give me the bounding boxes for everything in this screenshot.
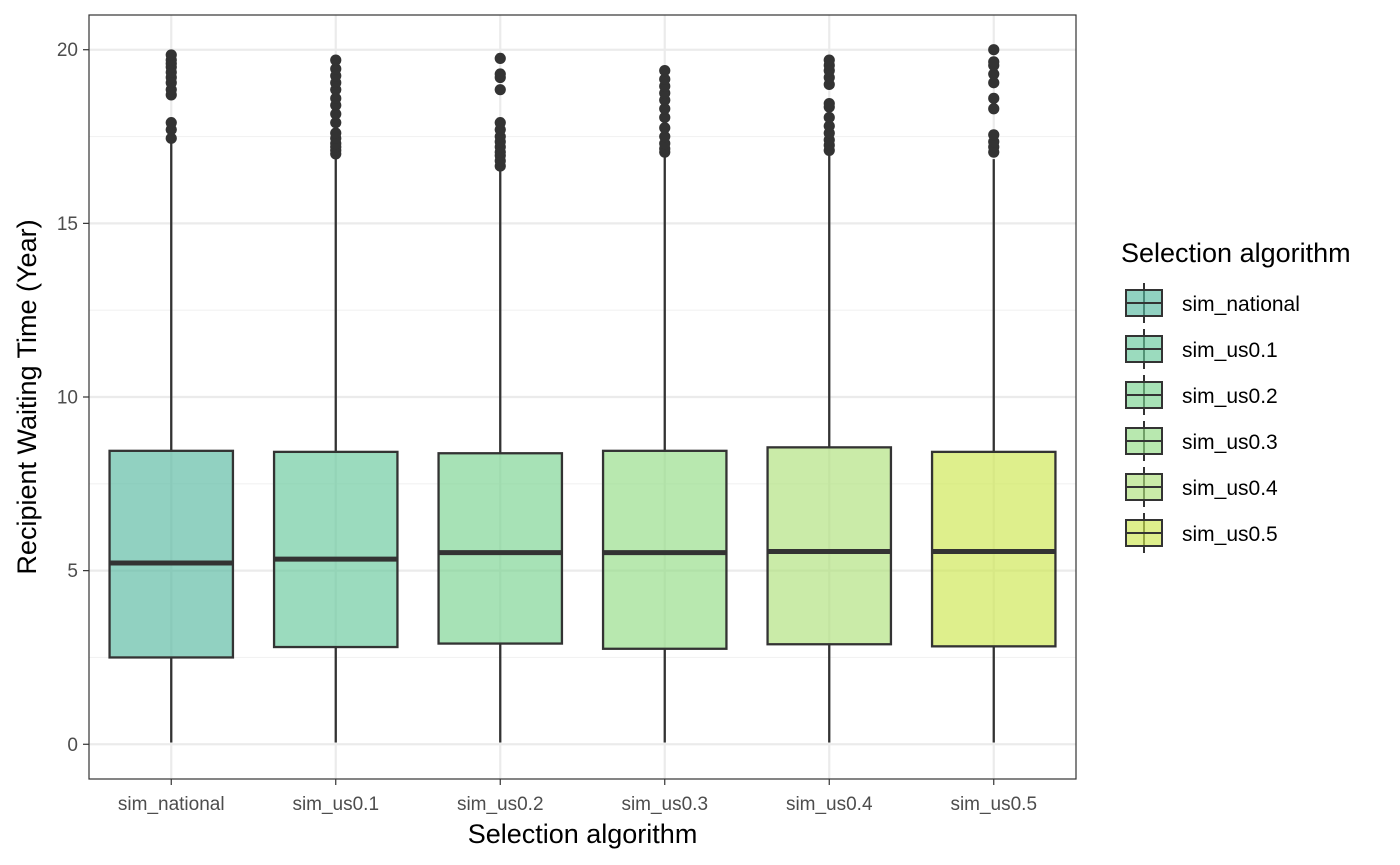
legend: Selection algorithm sim_national sim_us0.… (1121, 238, 1351, 553)
outlier-point (330, 117, 342, 129)
y-axis: 0 5 10 15 20 (57, 40, 89, 756)
legend-label: sim_us0.3 (1182, 431, 1278, 454)
box-iqr (766, 446, 893, 646)
x-tick-label: sim_us0.4 (786, 794, 873, 815)
x-axis-title: Selection algorithm (468, 819, 698, 849)
outlier-point (659, 64, 671, 77)
legend-label: sim_us0.1 (1182, 339, 1278, 362)
outlier-point (823, 97, 835, 110)
y-tick-label: 20 (57, 40, 78, 61)
x-tick-label: sim_us0.1 (292, 794, 379, 815)
outlier-point (330, 127, 342, 139)
boxplot-sim_national (108, 49, 235, 743)
outlier-point (659, 130, 671, 143)
box-iqr (437, 452, 564, 645)
outlier-point (823, 111, 835, 124)
y-tick-label: 5 (67, 561, 78, 582)
legend-item-sim_us0.4: sim_us0.4 (1125, 467, 1278, 507)
outlier-point (330, 108, 342, 120)
boxplot-sim_us0.3 (601, 64, 728, 743)
outlier-point (659, 111, 671, 124)
y-tick-label: 10 (57, 388, 78, 409)
legend-item-sim_us0.1: sim_us0.1 (1125, 329, 1278, 369)
boxplot-sim_us0.4 (766, 54, 893, 743)
legend-item-sim_national: sim_national (1125, 283, 1300, 323)
outlier-point (659, 122, 671, 134)
x-tick-label: sim_us0.5 (950, 794, 1037, 815)
boxplot-sim_us0.5 (930, 44, 1057, 743)
outlier-point (988, 68, 1000, 80)
x-tick-label: sim_national (118, 794, 225, 815)
outlier-point (330, 54, 342, 66)
y-axis-title: Recipient Waiting Time (Year) (12, 219, 42, 574)
outlier-point (823, 120, 835, 132)
plot-panel (88, 14, 1077, 780)
legend-label: sim_us0.2 (1182, 385, 1278, 408)
box-iqr (272, 450, 399, 649)
x-tick-label: sim_us0.2 (457, 794, 544, 815)
legend-label: sim_us0.4 (1182, 477, 1278, 500)
outlier-point (165, 49, 177, 61)
legend-item-sim_us0.3: sim_us0.3 (1125, 421, 1278, 461)
y-tick-label: 0 (67, 735, 78, 756)
boxplot-sim_us0.2 (437, 52, 564, 743)
x-tick-label: sim_us0.3 (621, 794, 708, 815)
outlier-point (823, 54, 835, 66)
boxplot-series (108, 44, 1057, 743)
outlier-point (330, 92, 342, 104)
outlier-point (165, 132, 177, 144)
outlier-point (988, 129, 1000, 141)
box-iqr (108, 449, 235, 659)
outlier-point (494, 52, 506, 65)
legend-label: sim_us0.5 (1182, 523, 1278, 546)
outlier-point (330, 63, 342, 75)
x-axis: sim_national sim_us0.1 sim_us0.2 sim_us0.3 s… (118, 779, 1037, 815)
outlier-point (988, 56, 1000, 68)
outlier-point (494, 68, 506, 80)
outlier-point (659, 103, 671, 115)
legend-label: sim_national (1182, 293, 1300, 316)
y-tick-label: 15 (57, 214, 78, 235)
legend-item-sim_us0.2: sim_us0.2 (1125, 375, 1278, 415)
outlier-point (494, 117, 506, 129)
box-iqr (601, 449, 728, 650)
outlier-point (659, 73, 671, 85)
outlier-point (494, 84, 506, 96)
legend-item-sim_us0.5: sim_us0.5 (1125, 513, 1278, 553)
outlier-point (988, 77, 1000, 89)
outlier-point (165, 117, 177, 129)
legend-items: sim_national sim_us0.1 sim_us0.2 sim_us0.3s… (1125, 283, 1300, 553)
outlier-point (988, 103, 1000, 115)
outlier-point (988, 44, 1000, 56)
legend-title: Selection algorithm (1121, 238, 1351, 268)
boxplot-sim_us0.1 (272, 54, 399, 743)
minor-gridlines (89, 135, 1076, 659)
outlier-point (988, 92, 1000, 104)
